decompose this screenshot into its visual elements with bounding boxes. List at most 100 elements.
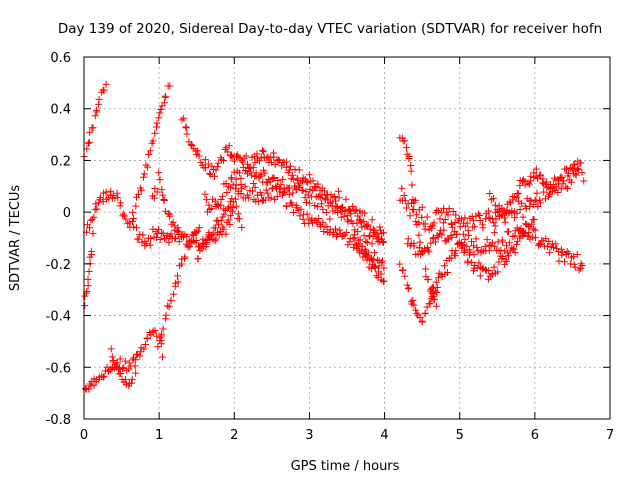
data-point [399, 266, 407, 274]
data-point [167, 296, 175, 304]
data-point [475, 259, 483, 267]
data-point [299, 186, 307, 194]
data-point [559, 248, 567, 256]
data-point [375, 233, 383, 241]
data-point [195, 224, 203, 232]
data-point [403, 281, 411, 289]
data-point [530, 225, 538, 233]
data-point [516, 205, 524, 213]
data-point [432, 302, 440, 310]
data-point [497, 246, 505, 254]
data-point [271, 161, 279, 169]
data-point [336, 204, 344, 212]
data-point [164, 302, 172, 310]
data-point [482, 266, 490, 274]
data-point [320, 187, 328, 195]
data-point [558, 174, 566, 182]
data-point [87, 382, 95, 390]
data-point [117, 199, 125, 207]
data-point [457, 241, 465, 249]
data-point [571, 263, 579, 271]
data-point [171, 235, 179, 243]
data-point [235, 169, 243, 177]
data-point [96, 194, 104, 202]
chart-title: Day 139 of 2020, Sidereal Day-to-day VTE… [58, 21, 602, 37]
data-point [509, 196, 517, 204]
data-point [491, 201, 499, 209]
data-point [499, 253, 507, 261]
data-points [80, 80, 588, 394]
data-point [140, 173, 148, 181]
data-point [220, 225, 228, 233]
data-point [266, 154, 274, 162]
data-point [151, 327, 159, 335]
data-point [349, 235, 357, 243]
data-point [146, 241, 154, 249]
data-point [441, 215, 449, 223]
data-point [194, 227, 202, 235]
data-point [511, 249, 519, 257]
data-point [564, 184, 572, 192]
data-point [423, 303, 431, 311]
data-point [230, 168, 238, 176]
data-point [380, 264, 388, 272]
data-point [135, 235, 143, 243]
x-tick-label: 6 [531, 428, 539, 443]
data-point [174, 272, 182, 280]
data-point [154, 225, 162, 233]
data-point [135, 190, 143, 198]
data-point [122, 376, 130, 384]
data-point [296, 212, 304, 220]
data-point [182, 124, 190, 132]
data-point [139, 231, 147, 239]
data-point [202, 240, 210, 248]
data-point [261, 169, 269, 177]
data-point [314, 180, 322, 188]
data-point [570, 252, 578, 260]
data-point [552, 240, 560, 248]
data-point [488, 239, 496, 247]
data-point [528, 220, 536, 228]
data-point [435, 207, 443, 215]
data-point [202, 196, 210, 204]
data-point [95, 95, 103, 103]
data-point [352, 206, 360, 214]
data-point [485, 267, 493, 275]
data-point [421, 309, 429, 317]
data-point [314, 203, 322, 211]
data-point [251, 159, 259, 167]
data-point [366, 232, 374, 240]
data-point [237, 174, 245, 182]
plot-frame [83, 56, 611, 420]
data-point [412, 306, 420, 314]
data-point [567, 178, 575, 186]
data-point [304, 178, 312, 186]
data-point [153, 188, 161, 196]
data-point [433, 206, 441, 214]
data-point [410, 301, 418, 309]
data-point [283, 158, 291, 166]
data-point [311, 202, 319, 210]
data-point [364, 221, 372, 229]
data-point [568, 164, 576, 172]
data-point [318, 200, 326, 208]
data-point [491, 242, 499, 250]
data-point [468, 258, 476, 266]
data-point [463, 242, 471, 250]
data-point [557, 245, 565, 253]
x-tick-labels: 0 1 2 3 4 5 6 7 [80, 428, 614, 443]
data-point [245, 194, 253, 202]
data-point [543, 178, 551, 186]
data-point [501, 209, 509, 217]
data-point [81, 292, 89, 300]
data-point [536, 199, 544, 207]
data-point [178, 260, 186, 268]
data-point [128, 375, 136, 383]
data-point [315, 192, 323, 200]
data-point [92, 200, 100, 208]
data-point [210, 172, 218, 180]
data-point [342, 229, 350, 237]
data-point [437, 271, 445, 279]
data-point [351, 234, 359, 242]
data-point [444, 211, 452, 219]
